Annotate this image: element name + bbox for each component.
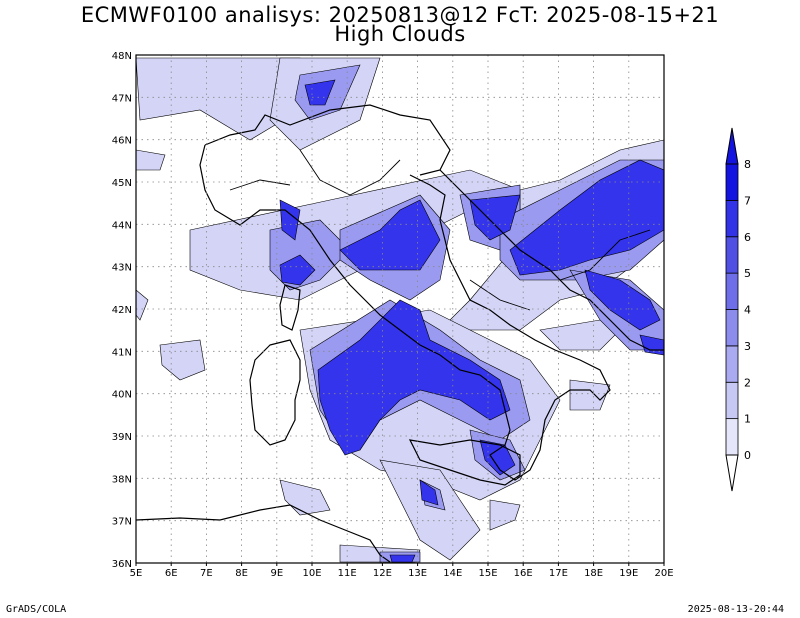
footer-software-label: GrADS/COLA (6, 604, 67, 615)
longitude-tick-label: 12E (373, 568, 392, 579)
longitude-tick-label: 6E (165, 568, 178, 579)
colorbar-segment (725, 381, 739, 420)
footer-timestamp: 2025-08-13-20:44 (687, 604, 784, 615)
latitude-labels: 48N 47N 46N 45N 44N 43N 42N 41N 40N 39N 38N 37N 36N (112, 51, 132, 570)
latitude-tick-label: 47N (112, 93, 132, 104)
coastlines (135, 104, 664, 563)
longitude-tick-label: 17E (549, 568, 568, 579)
longitude-tick-label: 8E (235, 568, 248, 579)
colorbar-tick-label: 3 (744, 340, 751, 353)
latitude-tick-label: 44N (112, 220, 132, 231)
latitude-tick-label: 48N (112, 51, 132, 62)
latitude-tick-label: 42N (112, 305, 132, 316)
latitude-tick-label: 37N (112, 517, 132, 528)
longitude-tick-label: 9E (270, 568, 283, 579)
longitude-tick-label: 20E (654, 568, 673, 579)
colorbar-tick-label: 7 (744, 194, 751, 207)
colorbar-segment (725, 236, 739, 274)
longitude-tick-label: 19E (619, 568, 638, 579)
longitude-tick-label: 7E (200, 568, 213, 579)
longitude-tick-label: 18E (584, 568, 603, 579)
map-subtitle: High Clouds (334, 22, 466, 46)
latitude-tick-label: 36N (112, 559, 132, 570)
longitude-labels: 5E 6E 7E 8E 9E 10E 11E 12E 13E 14E 15E 16E 17E 18E 19E… (130, 563, 674, 579)
graticule (136, 55, 664, 563)
latitude-tick-label: 41N (112, 347, 132, 358)
alpine-border (204, 104, 451, 176)
corsica-coast (279, 284, 301, 331)
latitude-tick-label: 39N (112, 432, 132, 443)
longitude-tick-label: 15E (478, 568, 497, 579)
sardinia-coast (249, 339, 301, 446)
colorbar-min-arrow (725, 454, 739, 492)
colorbar-labels: 0 1 2 3 4 5 6 7 8 (744, 158, 751, 462)
colorbar-segment (725, 272, 739, 310)
colorbar-tick-label: 1 (744, 413, 751, 426)
colorbar-segment (725, 163, 739, 201)
colorbar-max-arrow (725, 127, 739, 165)
map-frame (135, 54, 665, 564)
italy-coast (199, 144, 611, 481)
longitude-tick-label: 5E (130, 568, 143, 579)
longitude-tick-label: 16E (514, 568, 533, 579)
colorbar-tick-label: 5 (744, 267, 751, 280)
cloud-dense-areas (279, 79, 665, 563)
latitude-tick-label: 46N (112, 136, 132, 147)
colorbar-segment (725, 309, 739, 347)
cloud-field-layer (135, 57, 665, 563)
latitude-tick-label: 38N (112, 474, 132, 485)
map-title: ECMWF0100 analisys: 20250813@12 FcT: 202… (80, 3, 720, 27)
colorbar-tick-label: 0 (744, 449, 751, 462)
latitude-tick-label: 45N (112, 178, 132, 189)
longitude-tick-label: 11E (338, 568, 357, 579)
colorbar-tick-label: 8 (744, 158, 751, 171)
latitude-tick-label: 40N (112, 390, 132, 401)
colorbar-tick-label: 2 (744, 376, 751, 389)
sicily-coast (408, 439, 521, 486)
longitude-tick-label: 14E (443, 568, 462, 579)
colorbar (725, 127, 739, 492)
africa-coast (135, 504, 391, 563)
longitude-tick-label: 10E (302, 568, 321, 579)
colorbar-segment (725, 199, 739, 238)
colorbar-segment (725, 345, 739, 383)
longitude-tick-label: 13E (408, 568, 427, 579)
colorbar-tick-label: 6 (744, 231, 751, 244)
colorbar-segment (725, 418, 739, 456)
latitude-tick-label: 43N (112, 263, 132, 274)
colorbar-tick-label: 4 (744, 304, 751, 317)
